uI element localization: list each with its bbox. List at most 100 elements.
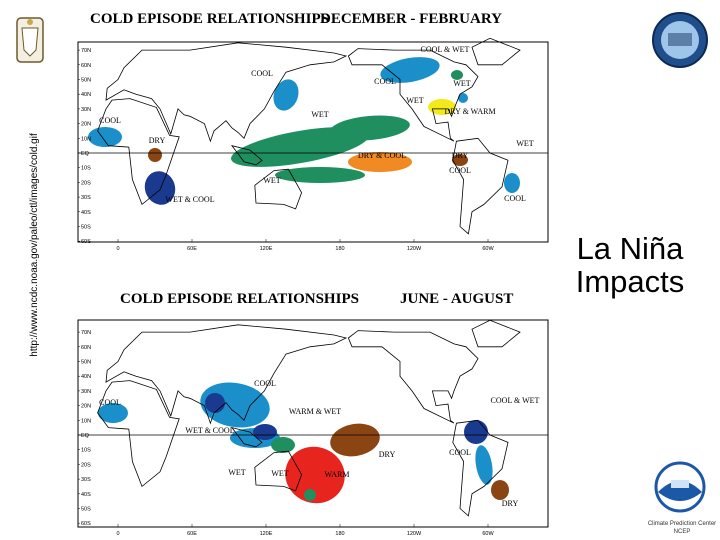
lat-label: 40S [81,492,91,498]
map-title: COLD EPISODE RELATIONSHIPS [90,11,329,27]
lat-label: 20N [81,122,91,128]
map: COLD EPISODE RELATIONSHIPS JUNE - AUGUST 7… [77,291,549,537]
map-title: COLD EPISODE RELATIONSHIPS [120,291,359,307]
lat-label: 50S [81,507,91,513]
region-label: DRY & WARM [444,107,495,116]
lat-label: 40S [81,210,91,216]
impact-area [98,403,128,423]
impact-area [475,445,493,485]
lon-label: 0 [116,531,119,537]
region-label: COOL [251,69,273,78]
region-label: DRY [149,136,166,145]
coastline [471,319,521,348]
impact-area [231,127,369,167]
impact-area [452,154,468,166]
lat-label: 50N [81,360,91,366]
agency-logo [652,12,708,68]
coastline [471,37,521,66]
impact-area [504,173,520,193]
lat-label: 70N [81,330,91,336]
lon-label: 0 [116,246,119,252]
lat-label: EQ [81,433,90,439]
lat-label: 60S [81,239,91,245]
coastline [105,324,348,425]
coastline [97,380,180,488]
lat-label: 50N [81,78,91,84]
lon-label: 60E [187,246,197,252]
region-label: COOL [449,166,471,175]
lat-label: 20S [81,462,91,468]
lat-label: 30N [81,389,91,395]
impact-area [458,93,468,103]
lat-label: 30S [81,477,91,483]
coastline [97,98,180,206]
lon-label: 180 [335,531,344,537]
coastline [452,137,509,235]
lon-label: 120E [260,246,273,252]
impact-area [380,57,440,83]
region-label: COOL [449,448,471,457]
region-label: COOL [254,379,276,388]
lon-label: 60W [482,246,494,252]
lat-label: 60S [81,521,91,527]
logo-caption: NCEP [674,529,691,535]
region-label: WARM & WET [289,407,341,416]
lon-label: 120W [407,531,422,537]
impact-area [451,70,463,80]
crest-logo [16,17,44,63]
heading: La Niña Impacts [575,232,685,299]
lat-label: 30N [81,107,91,113]
impact-area [273,79,299,111]
lat-label: 50S [81,225,91,231]
region-label: WET [271,469,288,478]
logo-caption: Climate Prediction Center [648,521,716,527]
source-url: http://www.ncdc.noaa.gov/paleo/ctl/image… [29,133,40,357]
region-label: COOL & WET [421,45,470,54]
region-label: DRY [379,450,396,459]
impact-area [285,446,345,504]
lat-label: 60N [81,345,91,351]
region-label: WET [263,176,280,185]
region-label: WET [453,79,470,88]
lat-label: 10S [81,448,91,454]
coastline [347,48,479,142]
lat-label: 20N [81,404,91,410]
lat-label: 70N [81,48,91,54]
region-label: DRY [502,499,519,508]
impact-area [464,420,488,444]
lat-label: 10N [81,418,91,424]
impact-area [205,393,225,413]
region-label: WET [311,110,328,119]
region-label: WET [228,468,245,477]
region-label: COOL [504,194,526,203]
lon-label: 60W [482,531,494,537]
region-label: WET & COOL [165,195,214,204]
impact-area [491,480,509,500]
lat-label: EQ [81,151,90,157]
coastline [254,168,303,210]
lat-label: 40N [81,92,91,98]
impact-area [271,437,295,453]
noaa-logo [654,461,706,513]
lat-label: 10N [81,136,91,142]
region-label: WET [406,96,423,105]
lon-label: 120E [260,531,273,537]
impact-area [88,127,122,147]
region-label: COOL [99,398,121,407]
coastline [105,42,348,143]
region-label: COOL [99,116,121,125]
lon-label: 180 [335,246,344,252]
impact-area [148,148,162,162]
coastline [231,145,263,166]
map-period: JUNE - AUGUST [400,291,513,307]
lat-label: 30S [81,195,91,201]
region-label: WET & COOL [185,426,234,435]
map-period: DECEMBER - FEBRUARY [320,11,502,27]
region-label: COOL [374,77,396,86]
coastline [231,426,263,448]
impact-area [330,115,410,141]
